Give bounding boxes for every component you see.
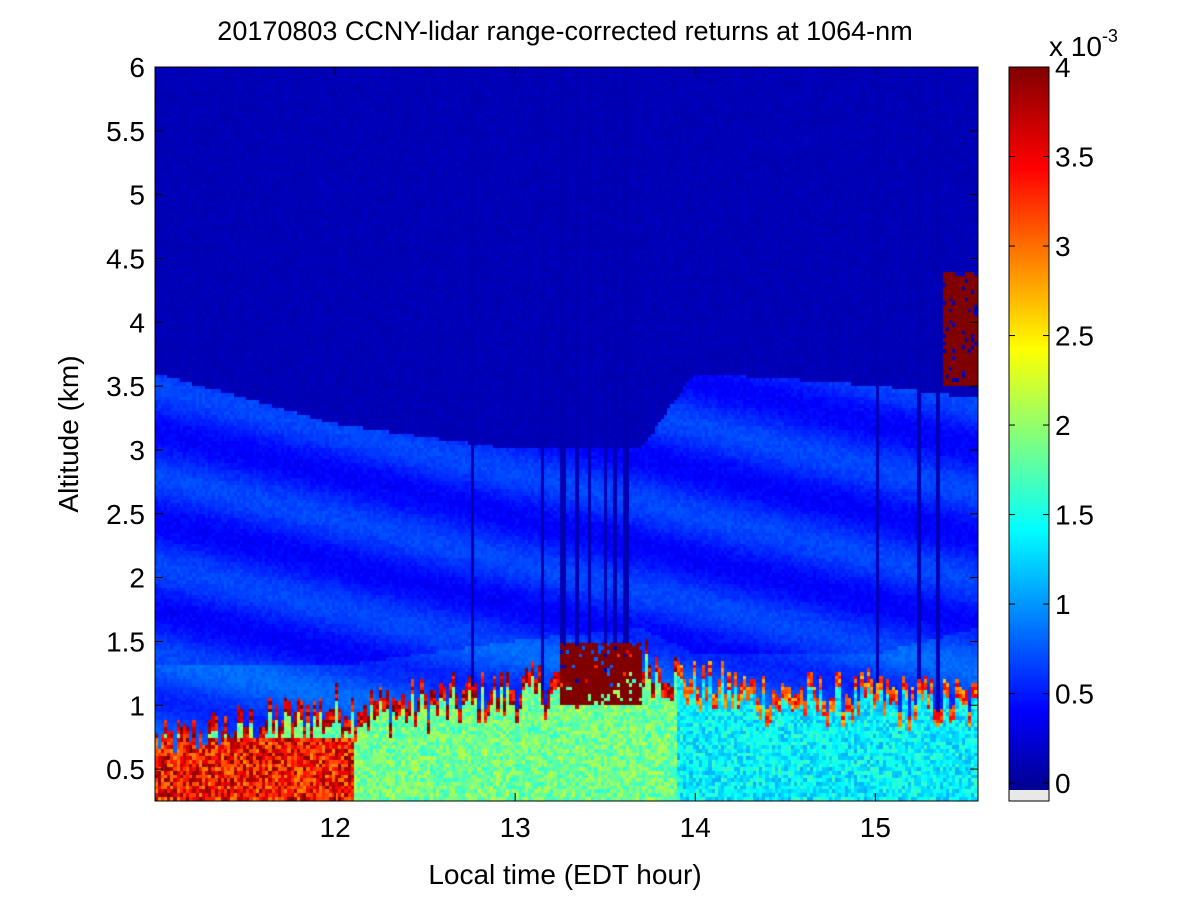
y-tick-label: 2 [129, 563, 145, 594]
colorbar-tick-label: 0 [1055, 768, 1071, 799]
chart-title: 20170803 CCNY-lidar range-corrected retu… [217, 16, 912, 46]
colorbar-tick-label: 2 [1055, 410, 1071, 441]
y-tick-label: 1.5 [106, 626, 145, 657]
colorbar-gradient [1009, 67, 1049, 790]
y-tick-label: 4 [129, 307, 145, 338]
y-tick-label: 3.5 [106, 371, 145, 402]
y-tick-label: 3 [129, 435, 145, 466]
colorbar-tick-label: 1.5 [1055, 500, 1094, 531]
colorbar-ticks: 0 0.5 1 1.5 2 2.5 3 3.5 4 [1009, 52, 1094, 799]
colorbar-exponent-base: x 10 [1049, 31, 1102, 62]
y-tick-label: 5 [129, 180, 145, 211]
y-tick-label: 2.5 [106, 499, 145, 530]
colorbar-exponent: x 10-3 [1049, 26, 1118, 62]
y-tick-label: 5.5 [106, 116, 145, 147]
x-tick-label: 12 [320, 812, 351, 843]
x-tick-label: 15 [860, 812, 891, 843]
y-tick-label: 4.5 [106, 243, 145, 274]
y-axis: 0.5 1 1.5 2 2.5 3 3.5 4 4.5 5 5.5 6 [106, 52, 978, 785]
x-tick-label: 13 [500, 812, 531, 843]
colorbar-tick-label: 3 [1055, 231, 1071, 262]
colorbar-tick-label: 2.5 [1055, 321, 1094, 352]
x-tick-label: 14 [680, 812, 711, 843]
heatmap [155, 67, 978, 801]
colorbar-frame [1008, 66, 1050, 802]
y-axis-label: Altitude (km) [53, 355, 84, 512]
colorbar-tick-label: 4 [1055, 52, 1071, 83]
colorbar-exponent-power: -3 [1102, 26, 1118, 46]
y-tick-label: 0.5 [106, 754, 145, 785]
x-axis-label: Local time (EDT hour) [428, 859, 701, 890]
y-tick-label: 1 [129, 690, 145, 721]
colorbar-tick-label: 0.5 [1055, 679, 1094, 710]
y-tick-label: 6 [129, 52, 145, 83]
x-axis: 12 13 14 15 [320, 67, 891, 843]
colorbar-below-range [1009, 790, 1049, 801]
plot-frame [154, 66, 979, 802]
colorbar-tick-label: 3.5 [1055, 142, 1094, 173]
colorbar-tick-label: 1 [1055, 589, 1071, 620]
